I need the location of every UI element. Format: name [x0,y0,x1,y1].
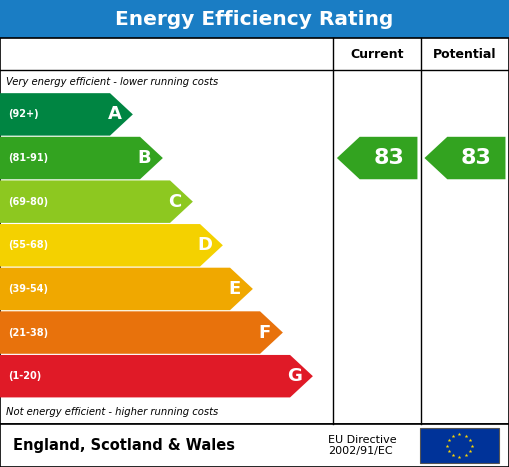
Text: B: B [138,149,151,167]
Bar [0,0,509,38]
Text: Very energy efficient - lower running costs: Very energy efficient - lower running co… [6,77,218,87]
Text: Not energy efficient - higher running costs: Not energy efficient - higher running co… [6,407,218,417]
Polygon shape [337,137,417,179]
Text: 83: 83 [373,148,404,168]
Text: E: E [229,280,241,298]
Text: EU Directive
2002/91/EC: EU Directive 2002/91/EC [328,435,397,456]
Text: D: D [197,236,212,255]
Bar [0,38,509,424]
Text: (92+): (92+) [8,109,38,120]
Polygon shape [0,268,253,310]
Text: A: A [107,106,122,123]
Text: (39-54): (39-54) [8,284,48,294]
Text: Energy Efficiency Rating: Energy Efficiency Rating [116,10,393,28]
Text: F: F [259,324,271,341]
Polygon shape [0,93,133,135]
Text: (69-80): (69-80) [8,197,48,207]
Polygon shape [0,180,193,223]
Text: Potential: Potential [433,48,497,61]
Text: (1-20): (1-20) [8,371,41,381]
Text: C: C [168,193,181,211]
Text: (81-91): (81-91) [8,153,48,163]
Bar [0,424,509,467]
Text: (55-68): (55-68) [8,241,48,250]
Text: England, Scotland & Wales: England, Scotland & Wales [13,438,235,453]
Text: (21-38): (21-38) [8,327,48,338]
Text: Current: Current [350,48,404,61]
Polygon shape [0,311,283,354]
Text: 83: 83 [461,148,492,168]
Bar [420,428,499,463]
Polygon shape [425,137,505,179]
Polygon shape [0,137,163,179]
Text: G: G [287,367,302,385]
Polygon shape [0,355,313,397]
Polygon shape [0,224,223,267]
